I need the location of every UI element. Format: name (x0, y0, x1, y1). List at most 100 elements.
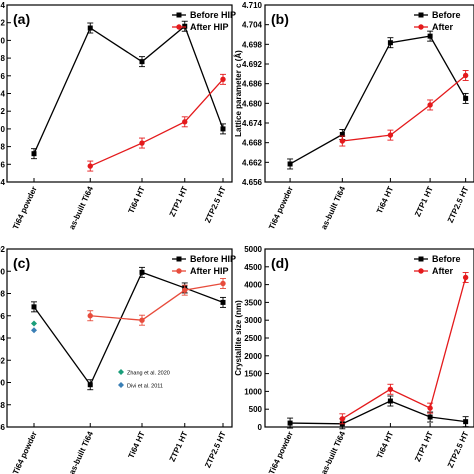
x-tick-label: ZTP2.5 HT (446, 185, 471, 224)
y-tick-label: 3000 (244, 316, 262, 325)
panel-d: 0 500 1000 1500 2000 2500 3000 3500 4000 4500 5000… (234, 245, 474, 474)
y-tick-label: 2000 (244, 352, 262, 361)
data-point (287, 161, 293, 167)
y-tick-label: 4.662 (242, 158, 263, 167)
y-tick-label: 2500 (244, 334, 262, 343)
series-before (31, 20, 226, 160)
data-point (462, 274, 469, 281)
series-line (33, 25, 224, 154)
data-point (339, 416, 346, 422)
y-tick-label: 0 (1, 36, 6, 45)
y-tick-label: 5000 (244, 245, 262, 254)
panel-label: (a) (13, 11, 30, 27)
y-tick-label: 4500 (244, 263, 262, 272)
y-tick-label: 4.710 (242, 1, 263, 10)
x-tick-label: Ti64 powder (11, 185, 39, 231)
y-tick-label: 98 (0, 290, 6, 299)
data-point (387, 386, 394, 392)
legend-marker (176, 24, 182, 30)
data-point (339, 138, 346, 144)
reference-point (31, 320, 37, 327)
panel-b: 4.656 4.662 4.668 4.674 4.680 4.686 4.692 4.698… (234, 1, 474, 231)
y-axis-label: Crystallite size (nm) (234, 300, 243, 376)
x-tick-label: ZTP2.5 HT (203, 430, 228, 469)
y-tick-label: 4.704 (242, 21, 263, 30)
legend-marker (418, 24, 424, 30)
data-point (139, 317, 145, 323)
x-tick-label: ZTP1 HT (413, 185, 435, 218)
y-tick-label: 90 (0, 379, 6, 388)
x-tick-label: Ti64 powder (11, 430, 39, 474)
panel-label: (c) (13, 255, 30, 271)
y-tick-label: 4 (1, 90, 6, 99)
data-point (87, 25, 93, 31)
series-after (87, 73, 226, 172)
data-point (139, 59, 145, 65)
data-point (427, 405, 433, 411)
legend-marker (176, 268, 182, 274)
y-tick-label: 0 (1, 125, 6, 134)
reference-legend-marker (118, 369, 124, 375)
series-before (287, 30, 469, 170)
reference-point (31, 327, 37, 334)
data-point (220, 299, 226, 305)
plot-frame (264, 4, 474, 183)
legend-marker (418, 12, 424, 18)
x-tick-label: as-built Ti64 (319, 185, 347, 231)
data-point (339, 131, 345, 137)
y-tick-label: 2 (1, 107, 6, 116)
series-line (341, 277, 467, 420)
panel-c: 86 88 90 92 94 96 98 00 02 Ti64 powder as-built Ti… (0, 245, 236, 474)
data-point (220, 126, 226, 132)
x-tick-label: Ti64 powder (267, 185, 295, 231)
series-line (89, 78, 224, 167)
legend-label: After HIP (190, 22, 229, 32)
y-tick-label: 4 (1, 1, 6, 10)
series-after (339, 272, 469, 425)
y-tick-label: 02 (0, 245, 6, 254)
x-tick-label: ZTP1 HT (168, 185, 190, 218)
y-tick-label: 4.680 (242, 99, 263, 108)
data-point (87, 382, 93, 388)
legend-label: Before (432, 10, 461, 20)
x-tick-label: ZTP2.5 HT (446, 430, 471, 469)
y-tick-label: 500 (249, 405, 263, 414)
y-tick-label: 4.686 (242, 80, 263, 89)
y-tick-label: 92 (0, 356, 6, 365)
panel-a: 4 6 8 0 2 4 6 8 0 2 4 Ti64 powder as-built Ti64 Ti64 … (1, 1, 236, 231)
data-point (31, 304, 37, 310)
series-after (339, 70, 469, 147)
y-axis-label: Lattice parameter c (Å) (234, 50, 243, 137)
data-point (182, 119, 188, 125)
panel-label: (d) (271, 255, 289, 271)
x-tick-label: as-built Ti64 (319, 430, 347, 474)
legend-marker (418, 256, 424, 262)
x-tick-label: ZTP2.5 HT (203, 185, 228, 224)
y-tick-label: 4.674 (242, 119, 263, 128)
x-tick-label: as-built Ti64 (67, 185, 95, 231)
data-point (427, 33, 433, 39)
series-after (87, 278, 226, 326)
y-tick-label: 94 (0, 334, 6, 343)
y-tick-label: 00 (0, 267, 6, 276)
reference-legend-label: Zhang et al. 2020 (127, 371, 170, 377)
y-tick-label: 8 (1, 54, 6, 63)
data-point (387, 132, 394, 138)
series-line (289, 35, 467, 165)
legend-label: After HIP (190, 266, 229, 276)
data-point (463, 95, 469, 101)
y-tick-label: 1500 (244, 370, 262, 379)
data-point (182, 287, 188, 293)
data-point (87, 313, 93, 319)
data-point (182, 23, 188, 29)
data-point (387, 398, 393, 404)
y-tick-label: 2 (1, 19, 6, 28)
legend-marker (418, 268, 424, 274)
data-point (427, 414, 433, 420)
y-tick-label: 4.656 (242, 178, 263, 187)
y-tick-label: 3500 (244, 298, 262, 307)
y-tick-label: 4.698 (242, 40, 263, 49)
legend-label: After (432, 22, 453, 32)
legend-label: Before (432, 254, 461, 264)
